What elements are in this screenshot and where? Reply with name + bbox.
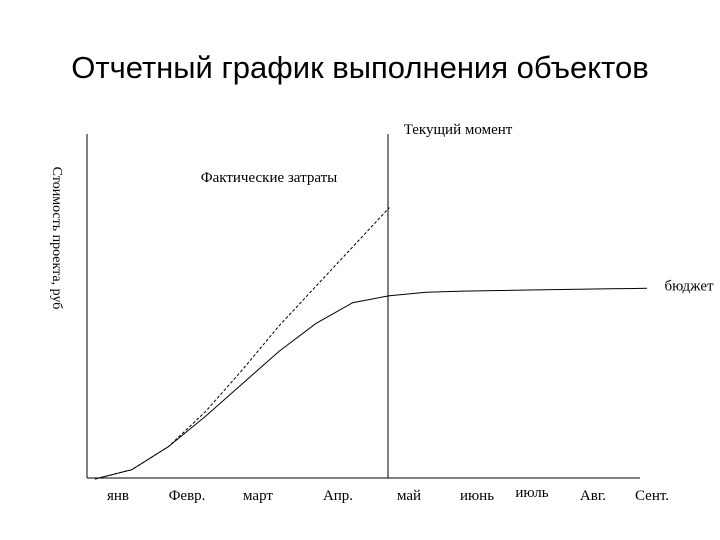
x-tick-label: июнь xyxy=(460,488,494,504)
x-tick-label: янв xyxy=(107,488,129,504)
x-tick-label: Сент. xyxy=(635,488,669,504)
x-tick-label: Авг. xyxy=(580,488,606,504)
series-line-0 xyxy=(94,287,648,480)
series-line-1 xyxy=(94,207,390,480)
x-tick-label: май xyxy=(397,488,421,504)
x-tick-label: июль xyxy=(515,485,548,501)
x-tick-label: март xyxy=(243,488,273,504)
x-tick-label: Апр. xyxy=(323,488,353,504)
x-tick-label: Февр. xyxy=(169,488,206,504)
y-axis-label: Стоимость проекта, руб xyxy=(49,167,64,310)
current-moment-label: Текущий момент xyxy=(404,122,513,138)
series-label-budget: бюджет xyxy=(664,278,714,294)
chart-title: Отчетный график выполнения объектов xyxy=(71,50,649,85)
actual-costs-label: Фактические затраты xyxy=(201,170,337,186)
